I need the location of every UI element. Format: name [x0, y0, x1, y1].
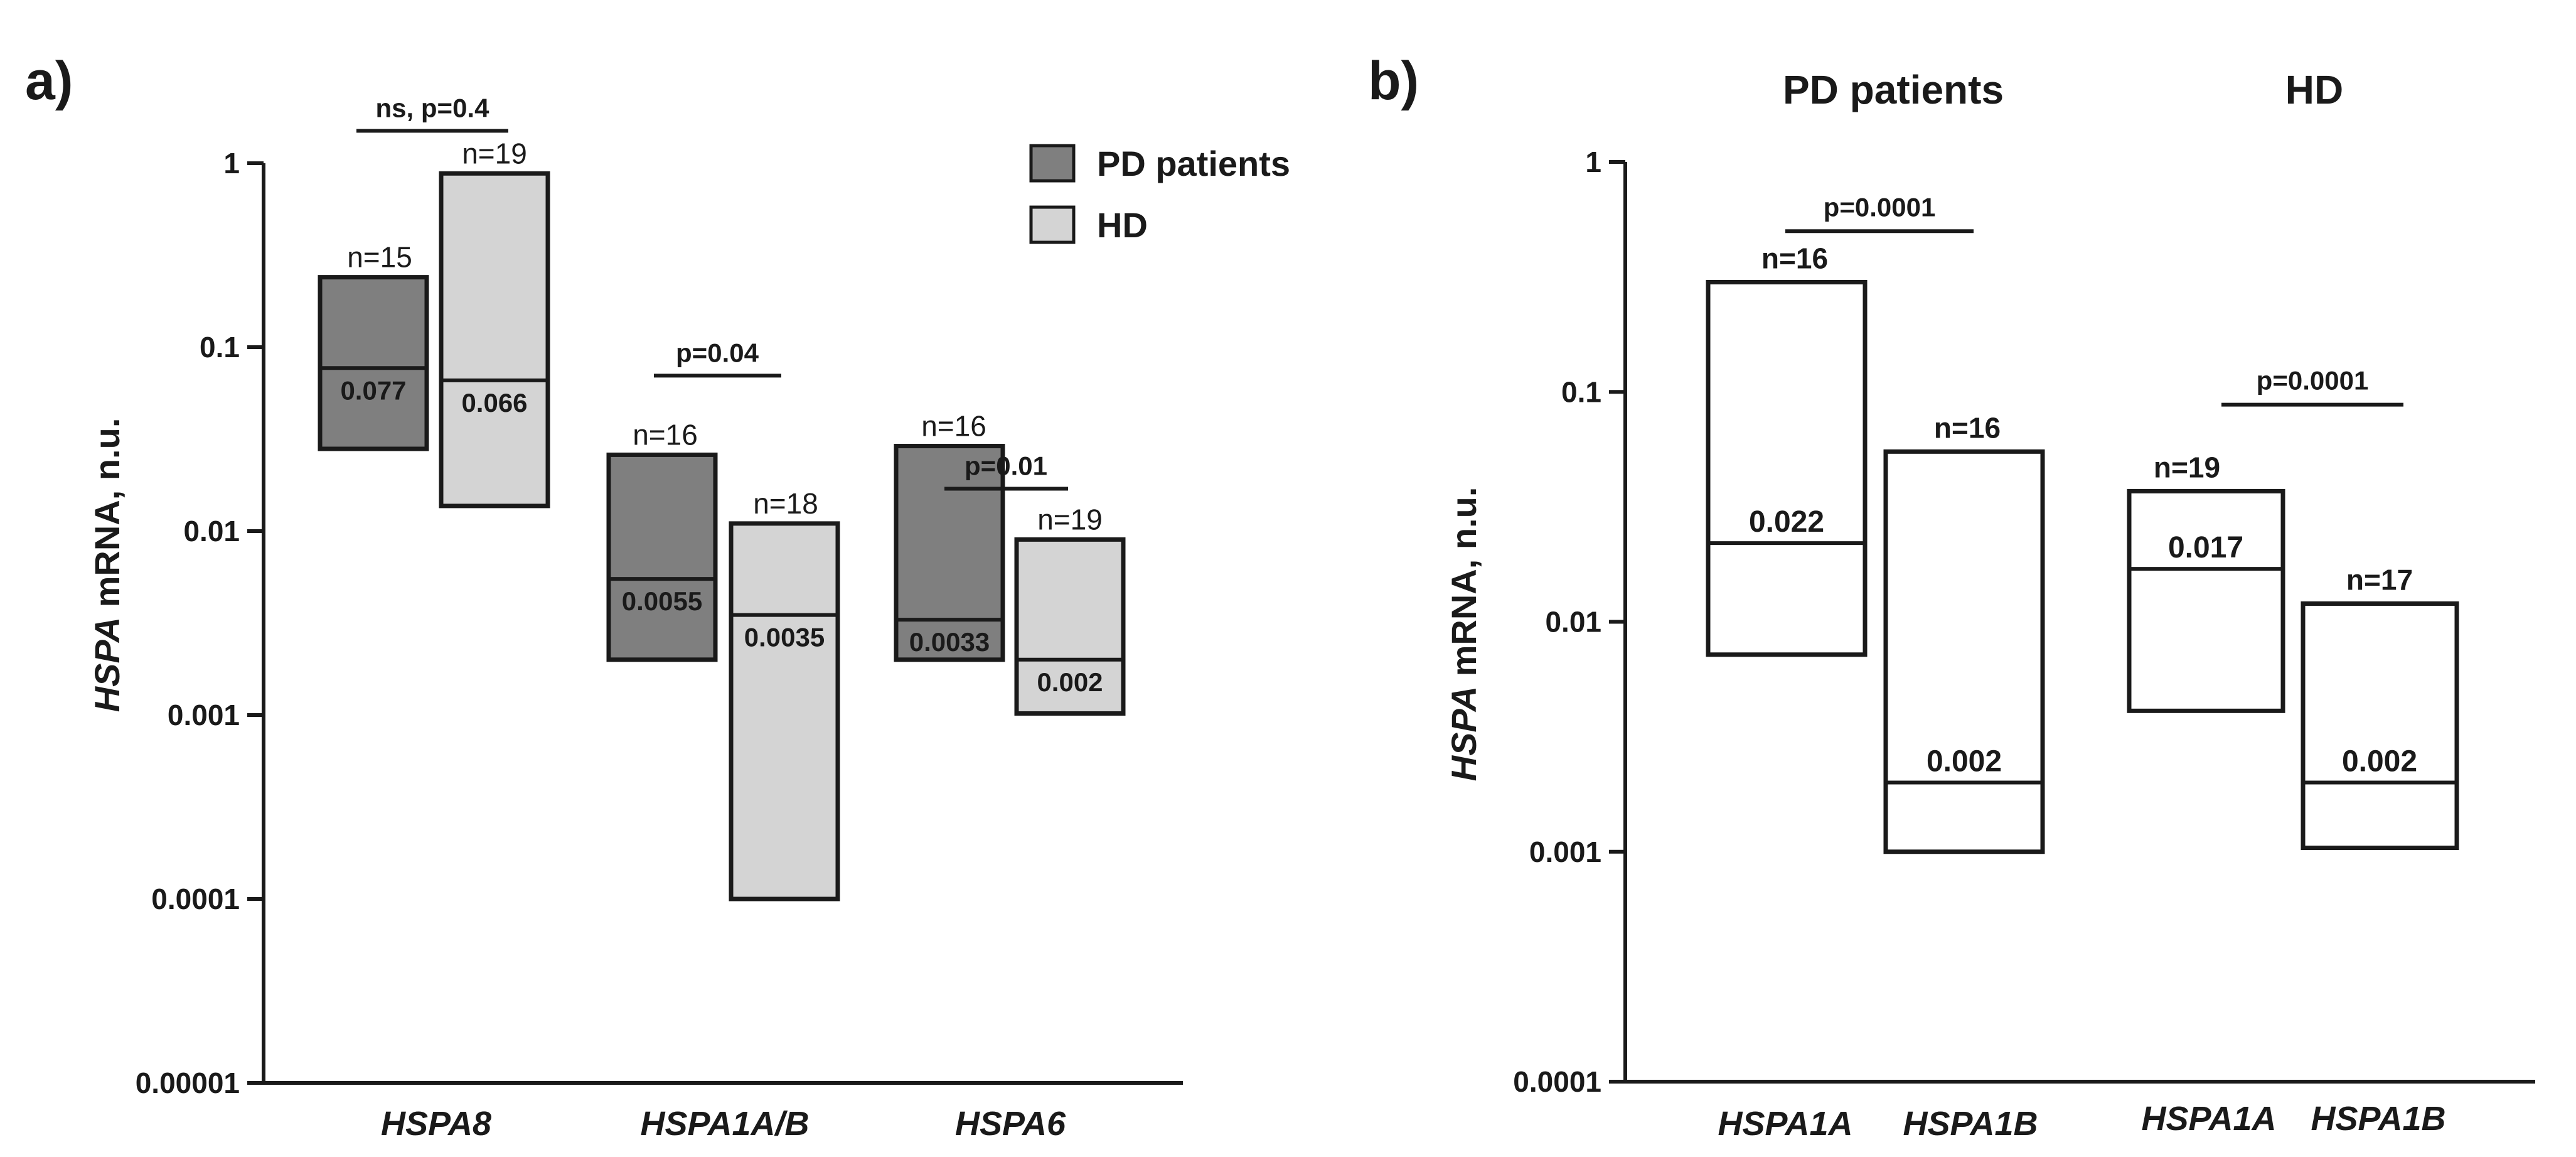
- panel-a-y-axis-title: HSPA mRNA, n.u.: [87, 418, 127, 713]
- significance-hspa6: p=0.01: [944, 451, 1068, 491]
- median-label: 0.0033: [909, 627, 990, 657]
- significance-label: p=0.01: [965, 451, 1047, 480]
- box-rect: [2301, 601, 2459, 851]
- box-rect: [318, 275, 429, 451]
- significance-label: p=0.0001: [2257, 366, 2369, 396]
- n-label: n=16: [1934, 411, 2001, 444]
- box-pd-hspa1b: 0.002 n=16: [1883, 411, 2045, 854]
- y-tick-label: 0.0001: [1513, 1065, 1601, 1098]
- panel-b-x-label-hd-hspa1b: HSPA1B: [2311, 1100, 2445, 1138]
- panel-b-label: b): [1368, 51, 1419, 111]
- box-rect: [439, 171, 550, 509]
- box-pd-hspa6: 0.0033 n=16: [894, 410, 1005, 662]
- box-rect: [1883, 449, 2045, 854]
- y-tick-label: 0.001: [168, 699, 240, 731]
- box-hd-hspa6: 0.002 n=19: [1014, 503, 1126, 716]
- panel-a-y-ticks: 1 0.1 0.01 0.001 0.0001 0.00001: [136, 147, 264, 1099]
- n-label: n=15: [347, 241, 412, 274]
- panel-a-x-label-hspa6: HSPA6: [955, 1105, 1066, 1143]
- box-rect: [606, 452, 718, 662]
- median-label: 0.002: [1037, 667, 1103, 697]
- y-tick-label: 1: [1585, 146, 1601, 178]
- n-label: n=16: [921, 410, 986, 443]
- significance-hd: p=0.0001: [2221, 366, 2403, 407]
- n-label: n=18: [753, 487, 818, 520]
- significance-label: p=0.04: [676, 338, 759, 367]
- median-label: 0.002: [2342, 745, 2417, 778]
- panel-b-y-ticks: 1 0.1 0.01 0.001 0.0001: [1513, 146, 1625, 1098]
- panel-b-x-label-hd-hspa1a: HSPA1A: [2141, 1100, 2276, 1138]
- box-rect: [1706, 280, 1868, 657]
- y-tick-label: 0.01: [183, 515, 240, 547]
- panel-a-label: a): [25, 51, 73, 111]
- legend-label-hd: HD: [1097, 205, 1148, 245]
- box-pd-hspa8: 0.077 n=15: [318, 241, 429, 451]
- median-label: 0.0055: [622, 586, 702, 616]
- panel-b-x-label-pd-hspa1a: HSPA1A: [1718, 1105, 1852, 1143]
- box-rect: [729, 521, 840, 901]
- y-tick-label: 0.00001: [136, 1067, 240, 1099]
- panel-b: b) HSPA mRNA, n.u. 1 0.1 0.01 0.001 0.0001 P…: [1368, 51, 2535, 1143]
- median-label: 0.017: [2168, 531, 2243, 564]
- n-label: n=16: [633, 418, 698, 451]
- box-rect: [1014, 537, 1126, 716]
- y-tick-label: 1: [223, 147, 240, 180]
- panel-a-legend: PD patients HD: [1029, 144, 1290, 245]
- n-label: n=19: [2154, 451, 2220, 483]
- box-hd-hspa8: 0.066 n=19: [439, 137, 550, 509]
- box-pd-hspa1ab: 0.0055 n=16: [606, 418, 718, 662]
- y-tick-label: 0.01: [1545, 606, 1601, 638]
- significance-label: p=0.0001: [1824, 192, 1936, 222]
- y-tick-label: 0.0001: [151, 883, 240, 915]
- n-label: n=16: [1761, 242, 1828, 275]
- n-label: n=19: [462, 137, 527, 170]
- median-label: 0.066: [461, 388, 527, 417]
- significance-hspa1ab: p=0.04: [654, 338, 781, 378]
- median-label: 0.022: [1749, 505, 1824, 539]
- panel-a-y-axis-title-italic: HSPA: [87, 617, 127, 712]
- median-label: 0.0035: [744, 623, 825, 652]
- legend-swatch-pd-patients: [1029, 144, 1076, 183]
- y-tick-label: 0.1: [200, 331, 240, 363]
- y-tick-label: 0.001: [1529, 836, 1601, 868]
- panel-a-x-label-hspa8: HSPA8: [381, 1105, 491, 1143]
- box-pd-hspa1a: 0.022 n=16: [1706, 242, 1868, 657]
- significance-hspa8: ns, p=0.4: [356, 93, 508, 133]
- box-hd-hspa1ab: 0.0035 n=18: [729, 487, 840, 901]
- group-title-hd: HD: [2285, 67, 2343, 112]
- n-label: n=19: [1037, 503, 1103, 535]
- box-hd-hspa1b: 0.002 n=17: [2301, 563, 2459, 851]
- group-title-pd-patients: PD patients: [1783, 67, 2004, 112]
- n-label: n=17: [2346, 563, 2413, 596]
- box-rect: [894, 444, 1005, 662]
- y-tick-label: 0.1: [1561, 375, 1601, 408]
- panel-a-x-label-hspa1ab: HSPA1A/B: [640, 1105, 809, 1143]
- panel-a-y-axis-title-rest: mRNA, n.u.: [87, 418, 127, 617]
- median-label: 0.077: [340, 375, 406, 405]
- legend-swatch-hd: [1029, 205, 1076, 244]
- box-hd-hspa1a: 0.017 n=19: [2127, 451, 2285, 713]
- median-label: 0.002: [1927, 745, 2002, 778]
- significance-label: ns, p=0.4: [376, 93, 490, 122]
- panel-b-x-label-pd-hspa1b: HSPA1B: [1903, 1105, 2038, 1143]
- legend-label-pd-patients: PD patients: [1097, 144, 1290, 183]
- panel-b-y-axis-title-italic: HSPA: [1444, 686, 1483, 781]
- panel-b-y-axis-title-rest: mRNA, n.u.: [1444, 487, 1483, 686]
- panel-a: a) HSPA mRNA, n.u. 1 0.1 0.01 0.001 0.0001 0.…: [25, 51, 1290, 1143]
- box-rect: [2127, 488, 2285, 713]
- significance-pd-patients: p=0.0001: [1785, 192, 1974, 234]
- panel-b-y-axis-title: HSPA mRNA, n.u.: [1444, 487, 1483, 782]
